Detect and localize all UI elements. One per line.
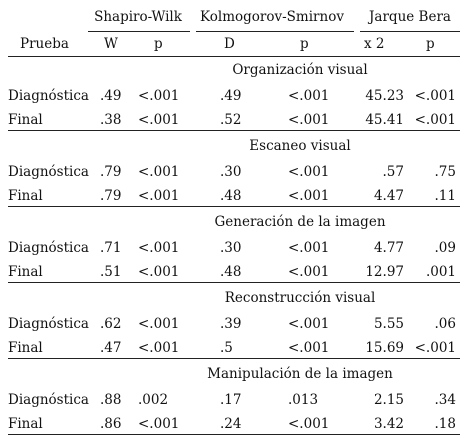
table-cell-x2: 2.15: [373, 392, 404, 408]
table-cell-jb-p: .34: [434, 392, 456, 408]
header-rule: [8, 56, 460, 57]
section-rule: [8, 206, 460, 207]
table-cell-ks-p: <.001: [288, 316, 330, 332]
table-cell-w: .79: [100, 188, 122, 204]
table-cell-prueba: Final: [8, 416, 43, 432]
table-cell-d: .30: [220, 164, 242, 180]
section-rule: [8, 358, 460, 359]
table-cell-sw-p: <.001: [138, 88, 180, 104]
table-cell-d: .48: [220, 188, 242, 204]
group-shapiro-wilk: Shapiro-Wilk: [94, 9, 182, 25]
table-cell-jb-p: <.001: [414, 340, 456, 356]
table-cell-prueba: Final: [8, 112, 43, 128]
column-header-sw-p: p: [154, 36, 163, 52]
section-title: Organización visual: [232, 62, 368, 78]
group-kolmogorov-smirnov: Kolmogorov-Smirnov: [200, 9, 344, 25]
table-cell-w: .71: [100, 240, 122, 256]
section-title: Manipulación de la imagen: [207, 366, 393, 382]
column-header-prueba: Prueba: [20, 36, 69, 52]
table-cell-prueba: Diagnóstica: [8, 164, 89, 180]
table-cell-x2: 45.41: [365, 112, 404, 128]
table-cell-x2: 4.47: [373, 188, 404, 204]
table-cell-ks-p: <.001: [288, 112, 330, 128]
table-cell-x2: 45.23: [365, 88, 404, 104]
table-cell-prueba: Final: [8, 340, 43, 356]
section-title: Reconstrucción visual: [224, 290, 376, 306]
table-cell-w: .38: [100, 112, 122, 128]
group-underline-sw: [88, 31, 190, 32]
table-cell-d: .52: [220, 112, 242, 128]
table-cell-x2: 15.69: [365, 340, 404, 356]
table-cell-ks-p: .013: [288, 392, 319, 408]
table-cell-sw-p: <.001: [138, 340, 180, 356]
table-cell-jb-p: .75: [434, 164, 456, 180]
table-cell-d: .30: [220, 240, 242, 256]
table-cell-w: .47: [100, 340, 122, 356]
table-cell-d: .49: [220, 88, 242, 104]
table-cell-jb-p: .001: [425, 264, 456, 280]
table-cell-d: .24: [220, 416, 242, 432]
table-cell-d: .5: [220, 340, 233, 356]
table-cell-jb-p: .09: [434, 240, 456, 256]
table-cell-sw-p: <.001: [138, 240, 180, 256]
table-cell-d: .48: [220, 264, 242, 280]
group-underline-jb: [360, 31, 460, 32]
group-underline-ks: [196, 31, 354, 32]
table-cell-ks-p: <.001: [288, 188, 330, 204]
section-rule: [8, 434, 460, 435]
table-cell-prueba: Diagnóstica: [8, 240, 89, 256]
table-cell-prueba: Diagnóstica: [8, 316, 89, 332]
table-cell-ks-p: <.001: [288, 340, 330, 356]
section-rule: [8, 282, 460, 283]
table-cell-ks-p: <.001: [288, 416, 330, 432]
table-cell-x2: 5.55: [373, 316, 404, 332]
table-cell-sw-p: <.001: [138, 264, 180, 280]
table-cell-prueba: Diagnóstica: [8, 88, 89, 104]
table-cell-jb-p: .18: [434, 416, 456, 432]
section-rule: [8, 130, 460, 131]
table-cell-d: .39: [220, 316, 242, 332]
table-cell-x2: 3.42: [373, 416, 404, 432]
table-cell-w: .49: [100, 88, 122, 104]
table-cell-jb-p: .11: [434, 188, 456, 204]
table-cell-ks-p: <.001: [288, 164, 330, 180]
table-cell-jb-p: <.001: [414, 112, 456, 128]
table-cell-jb-p: .06: [434, 316, 456, 332]
table-cell-d: .17: [220, 392, 242, 408]
table-cell-jb-p: <.001: [414, 88, 456, 104]
table-cell-prueba: Final: [8, 188, 43, 204]
table-cell-sw-p: <.001: [138, 316, 180, 332]
table-cell-x2: .57: [382, 164, 404, 180]
table-cell-ks-p: <.001: [288, 240, 330, 256]
table-cell-prueba: Final: [8, 264, 43, 280]
table-cell-x2: 4.77: [373, 240, 404, 256]
column-header-jb-p: p: [426, 36, 435, 52]
table-cell-ks-p: <.001: [288, 88, 330, 104]
section-title: Escaneo visual: [249, 138, 351, 154]
column-header-d: D: [224, 36, 235, 52]
table-cell-w: .62: [100, 316, 122, 332]
table-cell-w: .79: [100, 164, 122, 180]
section-title: Generación de la imagen: [214, 214, 386, 230]
table-cell-sw-p: <.001: [138, 416, 180, 432]
table-cell-x2: 12.97: [365, 264, 404, 280]
table-cell-w: .51: [100, 264, 122, 280]
column-header-w: W: [104, 36, 118, 52]
table-cell-sw-p: <.001: [138, 188, 180, 204]
table-cell-prueba: Diagnóstica: [8, 392, 89, 408]
column-header-ks-p: p: [300, 36, 309, 52]
table-cell-ks-p: <.001: [288, 264, 330, 280]
table-cell-sw-p: <.001: [138, 112, 180, 128]
table-cell-w: .86: [100, 416, 122, 432]
group-jarque-bera: Jarque Bera: [369, 9, 451, 25]
table-cell-sw-p: <.001: [138, 164, 180, 180]
table-cell-sw-p: .002: [138, 392, 169, 408]
table-cell-w: .88: [100, 392, 122, 408]
column-header-x2: x 2: [364, 36, 385, 52]
